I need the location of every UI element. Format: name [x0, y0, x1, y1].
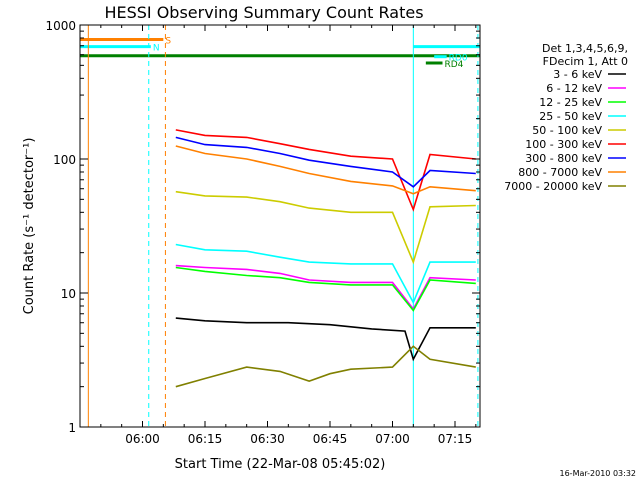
plot-frame [79, 24, 481, 428]
flag-label-0: S [165, 36, 171, 46]
legend-entry-4: 50 - 100 keV [532, 124, 602, 137]
x-tick-label-3: 06:45 [313, 432, 348, 446]
x-tick-label-5: 07:15 [438, 432, 473, 446]
series-line-8 [175, 345, 476, 388]
series-line-4 [175, 190, 476, 265]
legend-entry-7: 800 - 7000 keV [518, 166, 602, 179]
series-line-2 [175, 266, 476, 312]
legend-entry-5: 100 - 300 keV [525, 138, 602, 151]
footer-stamp: 16-Mar-2010 03:32 [560, 469, 637, 478]
series-line-0 [175, 317, 476, 362]
series-line-5 [175, 129, 476, 212]
y-axis-label: Count Rate (s⁻¹ detector⁻¹) [22, 138, 37, 315]
flag-label-5: RD0 [449, 54, 468, 64]
series-line-7 [175, 145, 476, 195]
y-axis-ticks: 1 10 100 1000 [45, 19, 480, 435]
legend-header-1: FDecim 1, Att 0 [543, 55, 628, 68]
series-line-3 [175, 243, 476, 305]
x-tick-label-0: 06:00 [125, 432, 160, 446]
legend-entry-6: 300 - 800 keV [525, 152, 602, 165]
flag-label-4: RD4 [445, 60, 464, 70]
chart-title: HESSI Observing Summary Count Rates [104, 3, 423, 22]
series-group [175, 129, 476, 388]
legend-entry-2: 12 - 25 keV [539, 96, 602, 109]
flag-label-1: N [153, 44, 160, 54]
vertical-lines-group [87, 25, 479, 427]
x-axis-label: Start Time (22-Mar-08 05:45:02) [175, 457, 386, 472]
x-tick-label-2: 06:30 [250, 432, 285, 446]
legend-entry-8: 7000 - 20000 keV [504, 180, 602, 193]
series-line-6 [175, 136, 476, 188]
x-tick-label-1: 06:15 [188, 432, 223, 446]
series-line-1 [175, 264, 476, 311]
legend-entry-0: 3 - 6 keV [553, 68, 602, 81]
y-tick-label-1: 10 [61, 287, 76, 301]
x-tick-label-4: 07:00 [375, 432, 410, 446]
y-tick-label-3: 1000 [45, 19, 76, 33]
legend-header-0: Det 1,3,4,5,6,9, [542, 42, 628, 55]
legend: Det 1,3,4,5,6,9,FDecim 1, Att 03 - 6 keV… [504, 42, 628, 193]
legend-entry-3: 25 - 50 keV [539, 110, 602, 123]
y-tick-label-2: 100 [53, 153, 76, 167]
x-axis-ticks: 06:00 06:15 06:30 06:45 07:00 07:15 [100, 25, 477, 446]
legend-entry-1: 6 - 12 keV [546, 82, 602, 95]
y-tick-label-0: 1 [68, 421, 76, 435]
